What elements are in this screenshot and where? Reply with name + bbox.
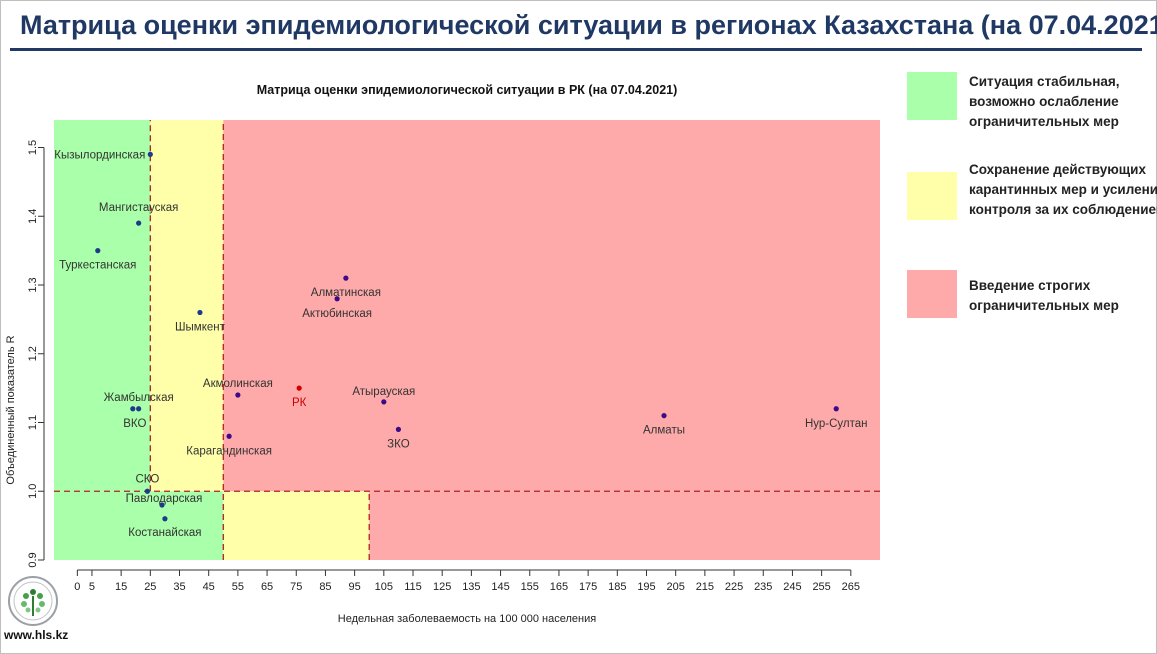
data-label-11: ЗКО (387, 438, 410, 450)
zone-5 (369, 491, 880, 560)
zone-3 (54, 491, 224, 560)
data-point-17 (162, 516, 168, 522)
x-tick-label-13: 125 (433, 581, 451, 593)
x-tick-label-10: 95 (349, 581, 361, 593)
y-tick-label-2: 1.1 (27, 415, 39, 430)
zone-2 (223, 120, 880, 492)
x-tick-label-8: 75 (290, 581, 302, 593)
data-label-12: Карагандинская (186, 445, 272, 457)
y-tick-label-0: 0.9 (27, 552, 39, 567)
data-label-0: Кызылординская (54, 149, 145, 161)
legend-swatch-red (907, 270, 957, 318)
zones-layer (54, 120, 880, 560)
hls-logo-icon (8, 576, 58, 626)
zone-1 (150, 120, 224, 492)
x-tick-label-22: 215 (696, 581, 714, 593)
zone-0 (54, 120, 151, 492)
x-tick-label-25: 245 (783, 581, 801, 593)
data-point-4 (343, 275, 349, 281)
data-point-5 (334, 296, 340, 302)
data-label-8: Акмолинская (203, 378, 273, 390)
x-tick-label-16: 155 (521, 581, 539, 593)
data-point-15 (144, 488, 150, 494)
scatter-chart: Матрица оценки эпидемиологической ситуац… (5, 83, 880, 625)
slide-title: Матрица оценки эпидемиологической ситуац… (20, 10, 1157, 40)
data-label-6: Жамбылская (104, 392, 174, 404)
x-tick-label-0: 0 (74, 581, 80, 593)
data-point-11 (395, 426, 402, 432)
y-tick-label-6: 1.5 (27, 140, 39, 155)
data-label-4: Алматинская (311, 287, 381, 299)
data-point-14 (833, 406, 839, 412)
title-divider (10, 48, 1142, 51)
x-tick-label-5: 45 (203, 581, 215, 593)
x-tick-label-15: 145 (491, 581, 509, 593)
threshold-lines (54, 120, 880, 560)
x-tick-label-14: 135 (462, 581, 480, 593)
x-tick-label-19: 185 (608, 581, 626, 593)
x-tick-label-2: 15 (115, 581, 127, 593)
data-label-13: Алматы (643, 425, 685, 437)
x-tick-label-7: 65 (261, 581, 273, 593)
y-axis-label: Объединенный показатель R (5, 335, 17, 484)
data-point-2 (95, 248, 101, 254)
legend-text-maintain: Сохранение действующих карантинных мер и… (969, 162, 1157, 217)
data-label-15: СКО (135, 473, 159, 485)
legend-swatch-yellow (907, 172, 957, 220)
axes-layer: 0.9 1.0 1.1 1.2 1.3 1.4 1.5 0 5 15 25 35 45 55 65 75 85 9… (27, 140, 860, 593)
x-tick-label-1: 5 (89, 581, 95, 593)
points-layer: Кызылординская Мангистауская Туркестанская… (54, 149, 867, 538)
website-link[interactable]: www.hls.kz (4, 628, 69, 642)
y-tick-label-4: 1.3 (27, 277, 39, 292)
data-point-16 (159, 502, 165, 508)
data-label-9: РК (292, 397, 307, 409)
data-point-0 (147, 151, 153, 157)
data-label-1: Мангистауская (99, 202, 179, 214)
data-label-17: Костанайская (128, 527, 201, 539)
data-point-1 (136, 220, 142, 226)
zone-4 (223, 491, 370, 560)
x-tick-label-26: 255 (812, 581, 830, 593)
x-tick-label-12: 115 (404, 581, 422, 593)
data-label-16: Павлодарская (126, 493, 203, 505)
data-label-2: Туркестанская (59, 260, 136, 272)
x-tick-label-6: 55 (232, 581, 244, 593)
x-tick-label-18: 175 (579, 581, 597, 593)
data-point-8 (235, 392, 241, 398)
x-tick-label-23: 225 (725, 581, 743, 593)
x-tick-label-11: 105 (375, 581, 393, 593)
legend-text-stable: Ситуация стабильная, возможно ослабление… (969, 74, 1120, 129)
y-tick-label-3: 1.2 (27, 346, 39, 361)
x-tick-label-4: 35 (173, 581, 185, 593)
data-label-7: ВКО (123, 418, 146, 430)
x-axis-label: Недельная заболеваемость на 100 000 насе… (338, 613, 596, 625)
y-tick-label-1: 1.0 (27, 484, 39, 499)
data-point-10 (381, 399, 387, 405)
x-tick-label-27: 265 (842, 581, 860, 593)
data-point-13 (661, 413, 667, 419)
x-tick-label-3: 25 (144, 581, 156, 593)
data-point-9 (296, 385, 302, 391)
x-tick-label-9: 85 (319, 581, 331, 593)
data-point-3 (197, 309, 203, 316)
chart-title: Матрица оценки эпидемиологической ситуац… (257, 83, 678, 97)
legend-text-strict: Введение строгих ограничительных мер (969, 278, 1119, 313)
x-tick-label-17: 165 (550, 581, 568, 593)
data-point-6 (136, 406, 142, 412)
y-tick-label-5: 1.4 (27, 209, 39, 224)
x-tick-label-24: 235 (754, 581, 772, 593)
data-point-12 (226, 433, 232, 439)
data-label-3: Шымкент (175, 322, 226, 334)
data-label-14: Нур-Султан (805, 418, 868, 430)
data-point-7 (130, 406, 136, 412)
x-tick-label-20: 195 (637, 581, 655, 593)
x-tick-label-21: 205 (667, 581, 685, 593)
data-label-5: Актюбинская (302, 308, 372, 320)
legend-swatch-green (907, 72, 957, 120)
data-label-10: Атырауская (352, 386, 415, 398)
